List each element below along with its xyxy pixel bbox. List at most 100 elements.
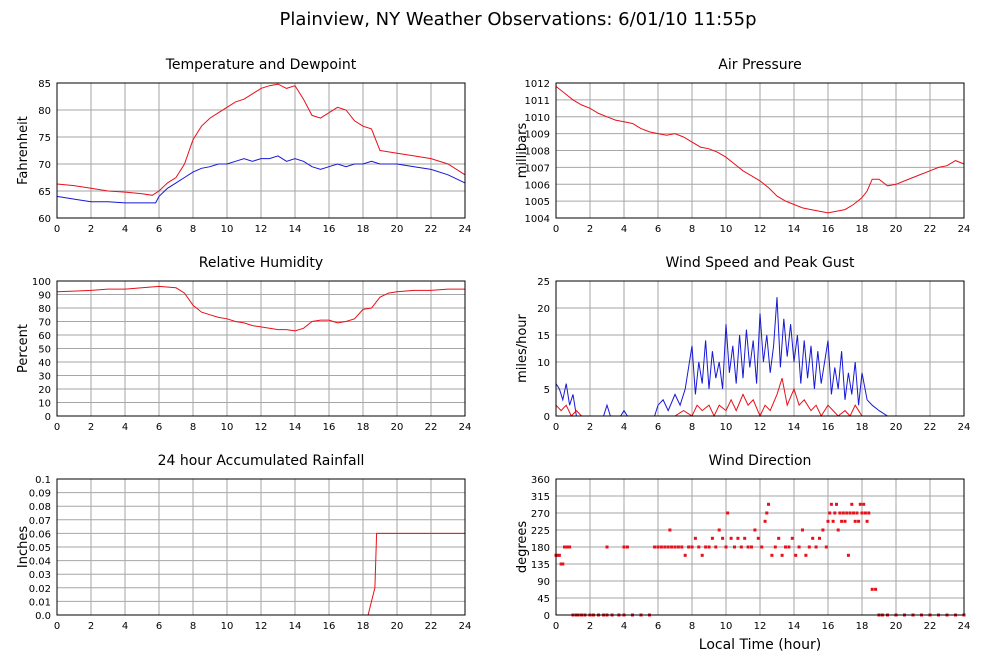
x-tick-label: 6: [655, 422, 661, 433]
data-point: [653, 545, 657, 549]
data-point: [704, 545, 708, 549]
data-point: [780, 553, 784, 557]
data-point: [746, 545, 750, 549]
y-tick-label: 1012: [525, 79, 550, 90]
y-tick-label: 0.09: [29, 489, 51, 500]
y-tick-label: 75: [38, 133, 51, 144]
chart-title: Temperature and Dewpoint: [165, 57, 357, 73]
data-point: [811, 536, 815, 540]
x-tick-label: 0: [54, 224, 60, 235]
chart-title: Air Pressure: [718, 57, 801, 73]
y-tick-label: 225: [531, 526, 550, 537]
y-tick-label: 85: [38, 79, 51, 90]
series-line-red: [56, 83, 466, 196]
x-tick-label: 20: [391, 621, 404, 632]
plot-frame: [56, 82, 466, 219]
data-point: [557, 553, 561, 557]
y-tick-label: 90: [38, 291, 51, 302]
x-tick-label: 20: [391, 422, 404, 433]
y-tick-label: 315: [531, 492, 550, 503]
series-line-blue: [555, 297, 964, 417]
data-point: [826, 519, 830, 523]
y-tick-label: 5: [544, 385, 550, 396]
y-tick-label: 60: [38, 214, 51, 225]
data-point: [656, 545, 660, 549]
data-point: [770, 553, 774, 557]
data-point: [850, 502, 854, 506]
x-tick-label: 2: [587, 422, 593, 433]
data-point: [860, 511, 864, 515]
y-tick-label: 0.05: [29, 543, 51, 554]
x-tick-label: 14: [788, 621, 801, 632]
x-tick-label: 14: [289, 621, 302, 632]
data-point: [724, 545, 728, 549]
y-tick-label: 1005: [525, 197, 550, 208]
x-tick-label: 6: [156, 621, 162, 632]
y-tick-label: 1006: [525, 180, 550, 191]
x-tick-label: 6: [655, 224, 661, 235]
x-tick-label: 2: [88, 422, 94, 433]
x-tick-label: 22: [425, 422, 438, 433]
y-tick-label: 0.04: [29, 557, 51, 568]
data-point: [670, 545, 674, 549]
x-tick-label: 10: [221, 224, 234, 235]
plot-frame: [555, 478, 965, 616]
data-point: [777, 536, 781, 540]
x-tick-label: 16: [323, 621, 336, 632]
x-tick-label: 8: [689, 422, 695, 433]
x-tick-label: 10: [221, 621, 234, 632]
x-tick-label: 22: [924, 422, 937, 433]
x-tick-label: 4: [621, 621, 627, 632]
y-tick-label: 90: [537, 577, 550, 588]
y-tick-label: 1007: [525, 163, 550, 174]
chart-panels: 0 2 4 6 8 10 12 14 16 18 20 22 24606570758085Tempera…: [16, 57, 970, 653]
x-tick-label: 12: [754, 621, 767, 632]
x-tick-label: 18: [856, 422, 869, 433]
data-point: [663, 545, 667, 549]
data-point: [840, 519, 844, 523]
x-tick-label: 24: [459, 621, 472, 632]
x-tick-label: 14: [788, 422, 801, 433]
data-point: [838, 511, 842, 515]
x-tick-label: 12: [754, 422, 767, 433]
x-tick-label: 10: [720, 621, 733, 632]
y-tick-label: 0.06: [29, 529, 51, 540]
x-tick-label: 18: [357, 422, 370, 433]
data-point: [821, 528, 825, 532]
y-tick-label: 1011: [525, 96, 550, 107]
chart-title: Wind Direction: [709, 453, 812, 469]
x-tick-label: 24: [958, 224, 971, 235]
y-tick-label: 60: [38, 331, 51, 342]
y-tick-label: 65: [38, 187, 51, 198]
data-point: [845, 511, 849, 515]
data-point: [568, 545, 572, 549]
data-point: [790, 536, 794, 540]
y-tick-label: 1009: [525, 130, 550, 141]
x-tick-label: 4: [621, 422, 627, 433]
x-tick-label: 12: [754, 224, 767, 235]
data-point: [760, 545, 764, 549]
plot-frame: [56, 478, 466, 616]
chart-title: Relative Humidity: [199, 255, 323, 271]
data-point: [739, 545, 743, 549]
chart-panel-2: 0 2 4 6 8 10 12 14 16 18 20 22 241004100510061007100…: [515, 57, 970, 235]
y-tick-label: 0.08: [29, 502, 51, 513]
data-point: [773, 545, 777, 549]
data-point: [659, 545, 663, 549]
x-tick-label: 0: [54, 422, 60, 433]
page-title: Plainview, NY Weather Observations: 6/01…: [279, 9, 756, 30]
data-point: [767, 502, 770, 506]
plot-frame: [555, 280, 965, 417]
y-tick-label: 360: [531, 475, 550, 486]
data-point: [804, 553, 808, 557]
x-tick-label: 6: [156, 224, 162, 235]
data-point: [687, 545, 691, 549]
x-tick-label: 20: [391, 224, 404, 235]
x-tick-label: 20: [890, 422, 903, 433]
y-tick-label: 40: [38, 358, 51, 369]
data-point: [797, 545, 801, 549]
data-point: [566, 545, 570, 549]
data-point: [824, 545, 828, 549]
x-tick-label: 10: [720, 224, 733, 235]
